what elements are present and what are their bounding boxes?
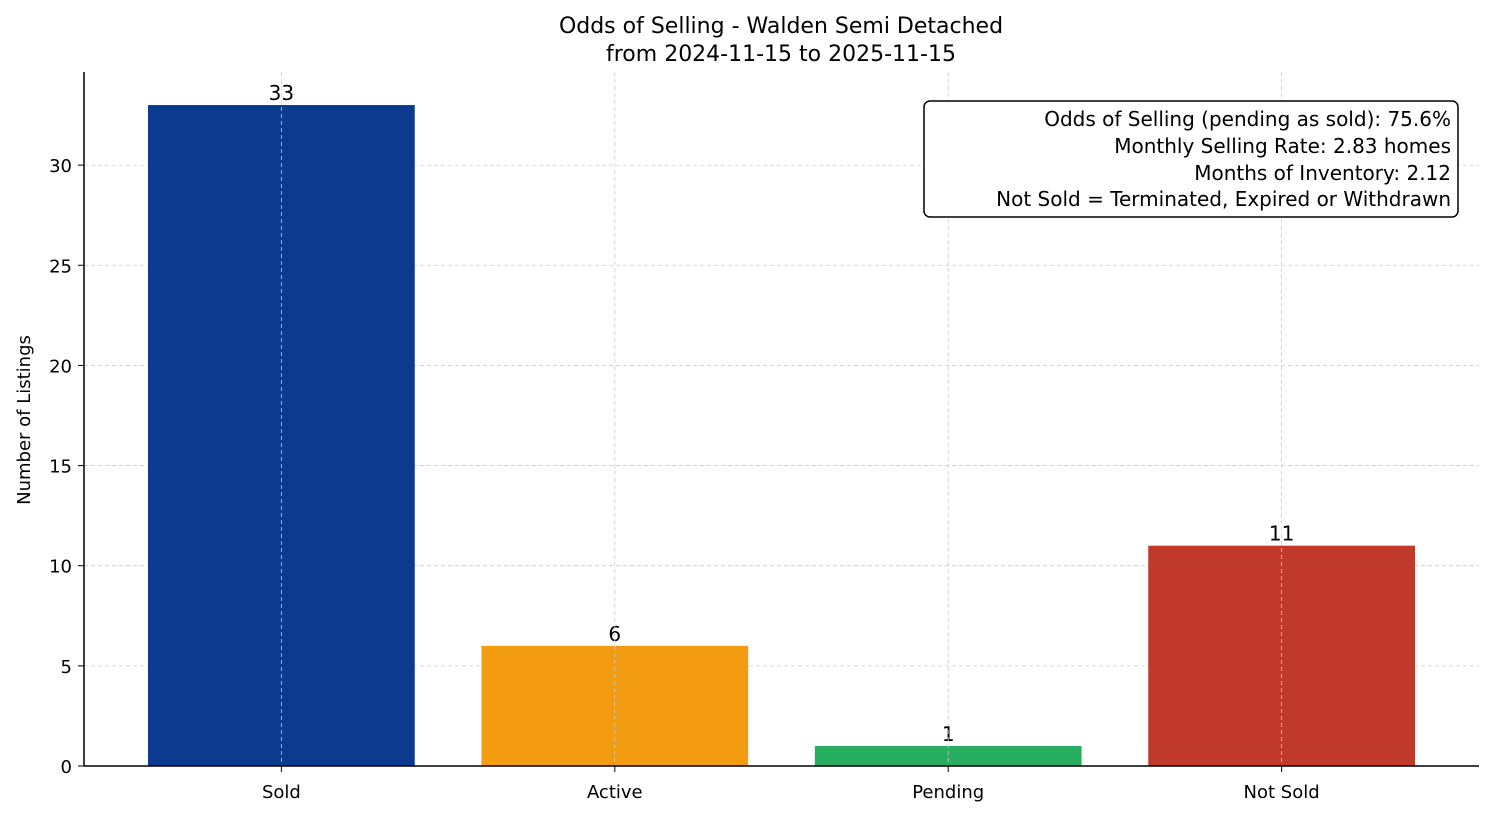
annotation-box: Odds of Selling (pending as sold): 75.6%…: [923, 100, 1459, 218]
x-tick-label: Not Sold: [1244, 782, 1320, 803]
y-tick-label: 30: [49, 156, 72, 177]
y-axis-label: Number of Listings: [14, 335, 35, 505]
bar-pending: [814, 745, 1082, 766]
annotation-line: Odds of Selling (pending as sold): 75.6%: [1044, 107, 1451, 131]
ticks: Sold Active Pending Not Sold 0 5 10 15 20 25 30: [49, 156, 1320, 803]
annotation-line: Not Sold = Terminated, Expired or Withdr…: [996, 187, 1451, 211]
y-tick-label: 20: [49, 356, 72, 377]
y-tick-label: 0: [61, 757, 72, 778]
annotation-line: Monthly Selling Rate: 2.83 homes: [1114, 134, 1451, 158]
annotation-line: Months of Inventory: 2.12: [1194, 161, 1451, 185]
chart-subtitle: from 2024-11-15 to 2025-11-15: [606, 42, 956, 67]
y-tick-label: 10: [49, 557, 72, 578]
chart-title: Odds of Selling - Walden Semi Detached: [559, 14, 1003, 39]
annotation-frame: [923, 100, 1459, 218]
y-tick-label: 5: [61, 657, 72, 678]
x-tick-label: Sold: [262, 782, 301, 803]
bar-sold: [148, 105, 415, 767]
x-tick-label: Active: [587, 782, 643, 803]
x-tick-label: Pending: [912, 782, 984, 803]
y-tick-label: 15: [49, 457, 72, 478]
y-tick-label: 25: [49, 256, 72, 277]
